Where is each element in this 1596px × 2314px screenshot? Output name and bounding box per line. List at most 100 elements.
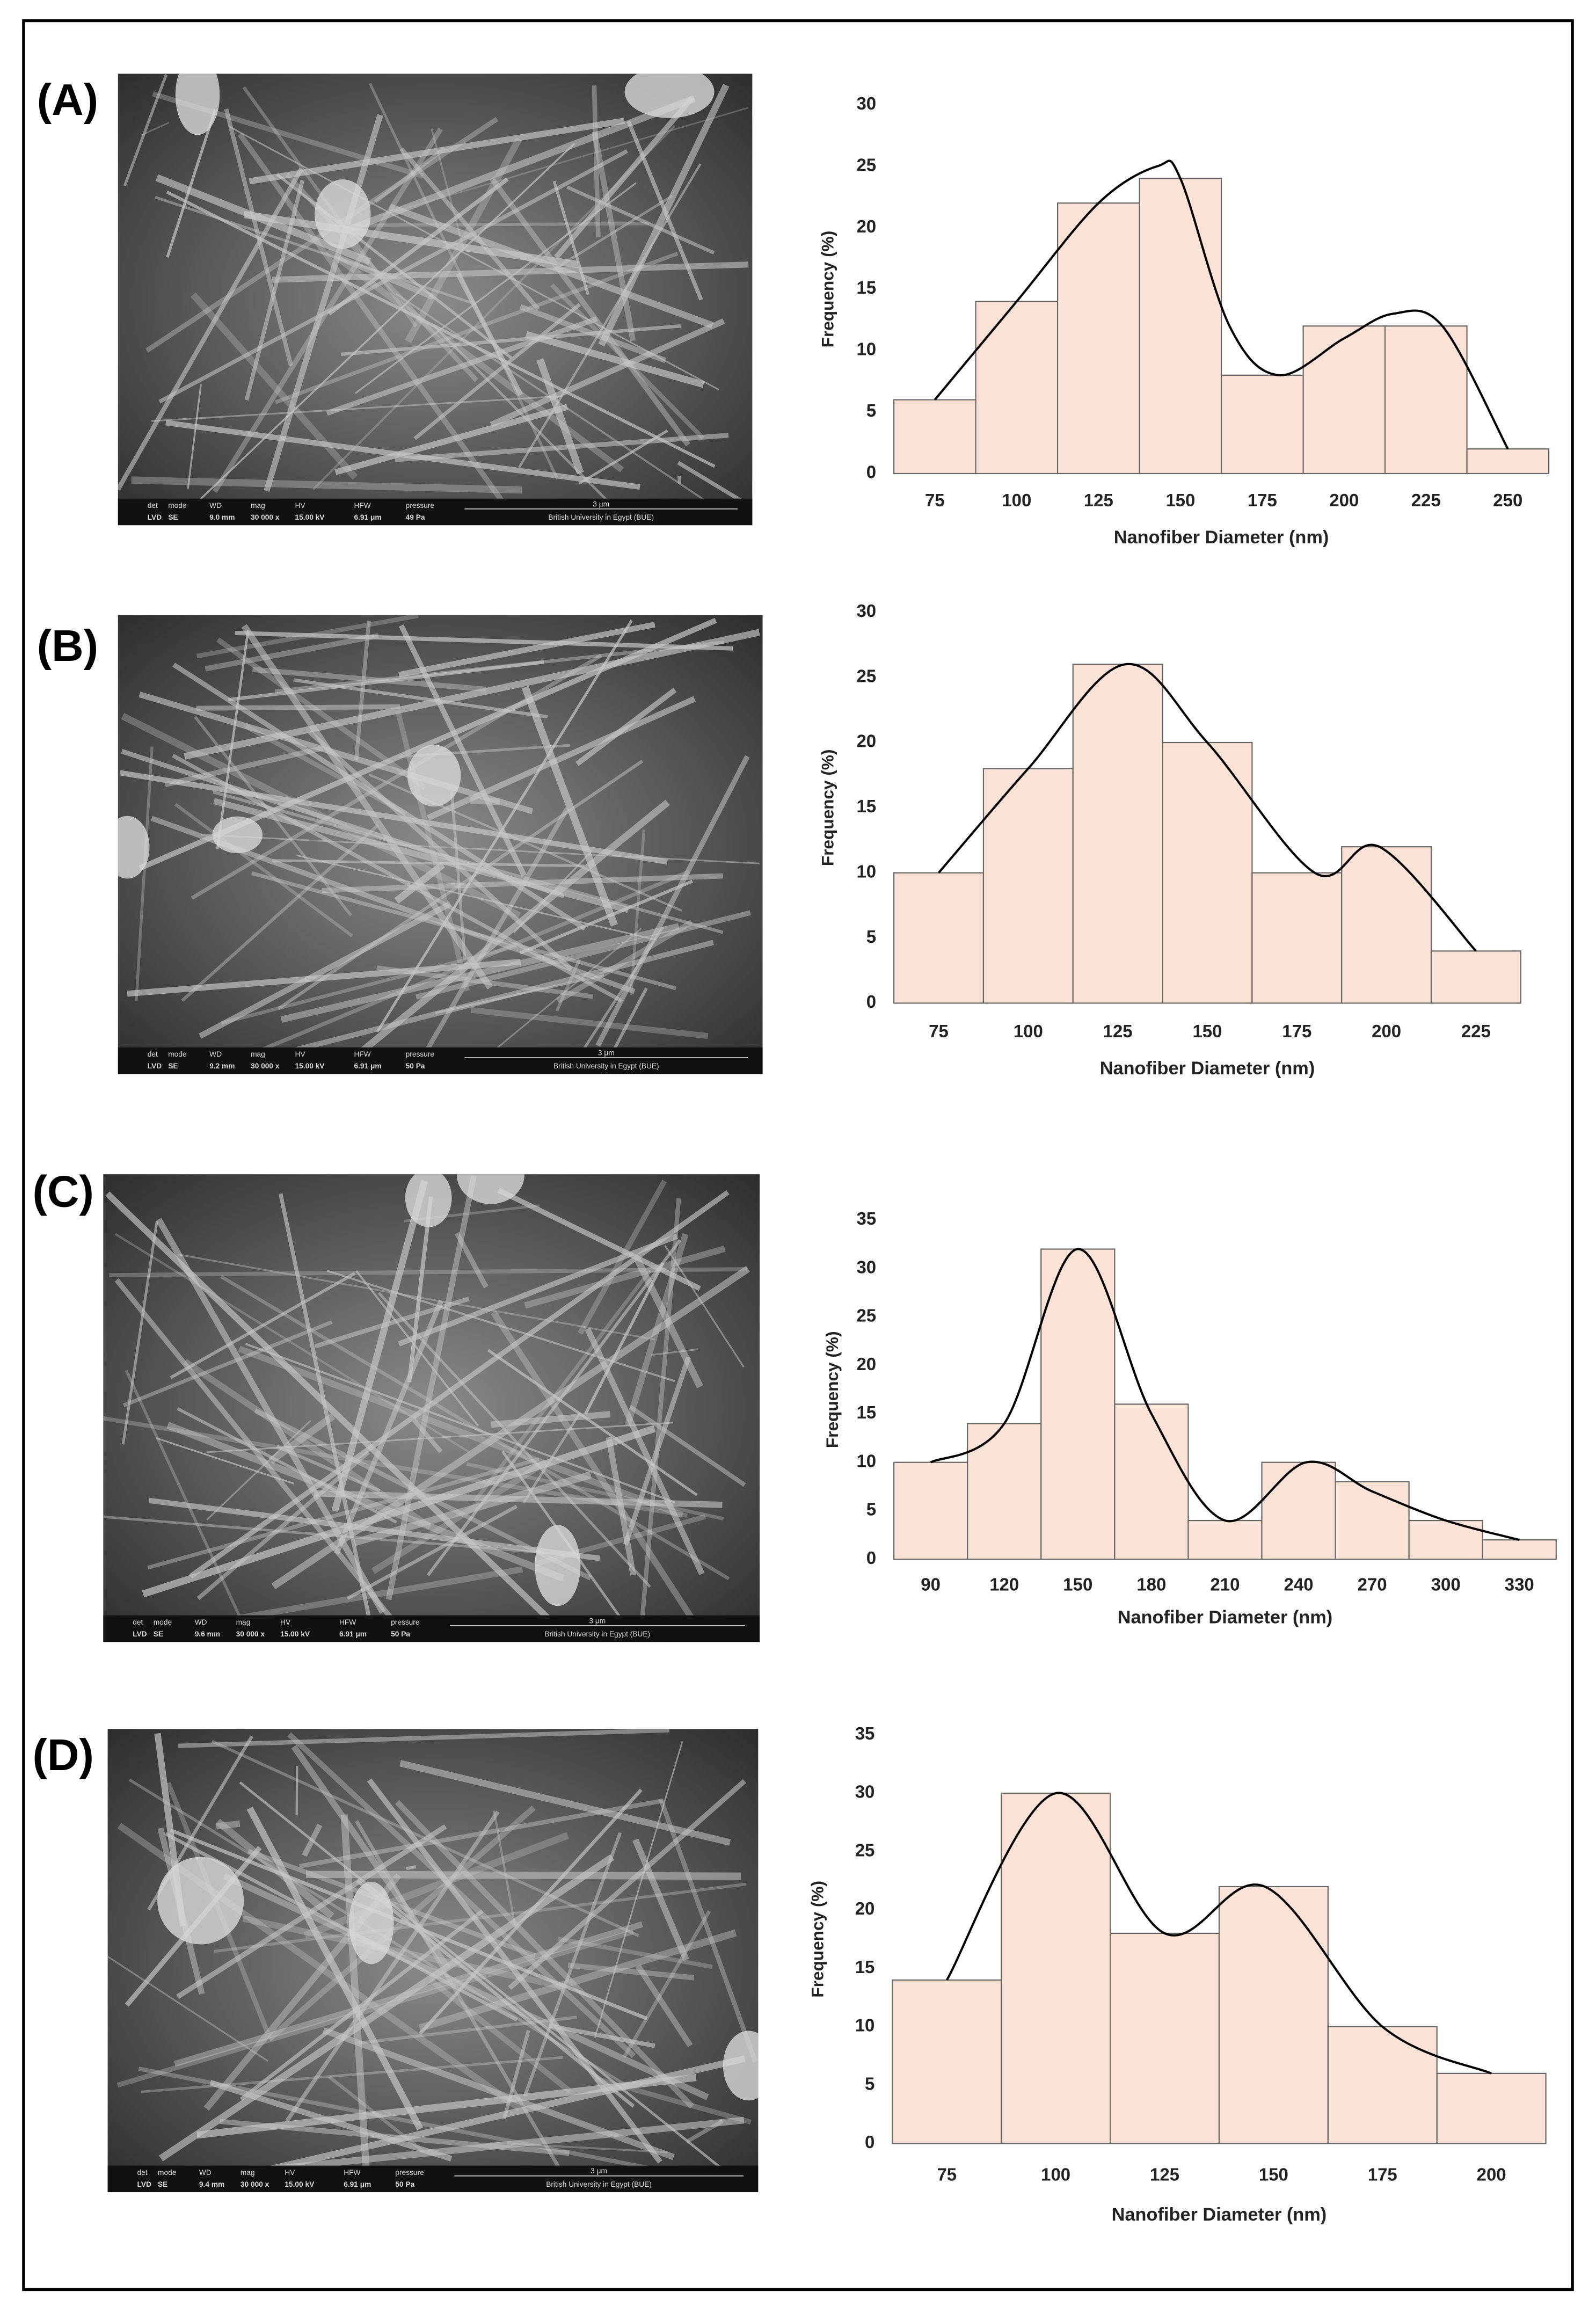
sem-fiber bbox=[181, 824, 380, 1002]
histogram-bar bbox=[1341, 846, 1432, 1004]
x-tick-label: 100 bbox=[1014, 1021, 1043, 1041]
sem-fiber bbox=[216, 1820, 241, 1830]
sem-fiber bbox=[399, 147, 540, 311]
y-tick-label: 20 bbox=[855, 1898, 875, 1918]
sem-fiber bbox=[491, 1310, 694, 1616]
x-tick-label: 175 bbox=[1368, 2165, 1397, 2185]
x-axis-title: Nanofiber Diameter (nm) bbox=[1100, 1058, 1315, 1079]
x-tick-label: 150 bbox=[1259, 2165, 1288, 2185]
sem-fiber bbox=[491, 1411, 611, 1428]
sem-fiber bbox=[141, 2056, 563, 2093]
sem-fiber bbox=[567, 1962, 695, 1981]
sem-fiber bbox=[213, 798, 629, 913]
sem-header: WD bbox=[199, 2169, 212, 2177]
sem-fiber bbox=[178, 1729, 669, 1748]
histogram-bar bbox=[1408, 1519, 1483, 1560]
sem-value: 15.00 kV bbox=[295, 1062, 325, 1070]
sem-fiber bbox=[490, 318, 725, 427]
sem-fiber bbox=[216, 630, 250, 849]
figure-border bbox=[22, 19, 1574, 2291]
y-tick-label: 10 bbox=[856, 1451, 876, 1471]
y-tick-label: 25 bbox=[856, 155, 876, 174]
sem-fiber bbox=[187, 384, 202, 489]
sem-fiber bbox=[380, 107, 749, 217]
sem-fiber bbox=[524, 1245, 726, 1309]
y-tick-label: 0 bbox=[866, 462, 876, 482]
sem-header: det bbox=[133, 1618, 143, 1626]
sem-fiber bbox=[119, 770, 668, 865]
sem-fiber bbox=[107, 1956, 269, 2062]
sem-fiber bbox=[629, 1405, 746, 1487]
sem-header: pressure bbox=[406, 501, 435, 510]
sem-fiber bbox=[158, 149, 628, 404]
histogram-bar bbox=[1335, 1481, 1410, 1560]
sem-fibers bbox=[103, 1174, 750, 1616]
sem-fiber bbox=[376, 620, 633, 1033]
sem-fiber bbox=[525, 331, 705, 388]
x-tick-label: 300 bbox=[1431, 1574, 1461, 1594]
histogram-bar bbox=[893, 872, 985, 1004]
sem-fiber bbox=[487, 1349, 698, 1496]
sem-fibers bbox=[118, 615, 760, 1047]
sem-fiber bbox=[431, 128, 465, 249]
sem-fiber bbox=[622, 1910, 711, 2058]
sem-fiber bbox=[276, 1445, 381, 1493]
sem-fiber bbox=[127, 958, 521, 997]
sem-fiber bbox=[473, 1269, 652, 1503]
sem-fiber bbox=[395, 433, 729, 462]
sem-value: 30 000 x bbox=[251, 513, 280, 521]
sem-institution: British University in Egypt (BUE) bbox=[546, 2180, 652, 2188]
sem-fiber bbox=[395, 293, 704, 499]
y-tick-label: 35 bbox=[856, 1209, 876, 1228]
sem-fiber bbox=[556, 920, 693, 1003]
sem-header: det bbox=[137, 2169, 148, 2177]
sem-value: LVD bbox=[137, 2180, 152, 2188]
x-tick-label: 125 bbox=[1084, 490, 1113, 510]
sem-fiber bbox=[606, 1436, 636, 1576]
sem-header: mag bbox=[236, 1618, 251, 1626]
x-tick-label: 330 bbox=[1505, 1574, 1534, 1594]
sem-fiber bbox=[334, 1299, 443, 1555]
y-tick-label: 5 bbox=[865, 2073, 874, 2093]
sem-fiber bbox=[199, 143, 575, 499]
sem-scale: 3 μm bbox=[598, 1049, 615, 1057]
sem-fiber bbox=[121, 712, 521, 919]
sem-fiber bbox=[278, 1193, 371, 1616]
sem-fiber bbox=[651, 1348, 698, 1356]
sem-fiber bbox=[635, 1964, 693, 2048]
sem-fiber bbox=[174, 803, 353, 937]
sem-fiber bbox=[149, 1497, 600, 1561]
sem-header: det bbox=[148, 501, 158, 510]
sem-fiber bbox=[109, 1267, 747, 1277]
x-tick-label: 125 bbox=[1150, 2165, 1179, 2185]
sem-fiber bbox=[114, 1278, 392, 1616]
sem-fiber bbox=[156, 1437, 295, 1485]
sem-fiber bbox=[354, 222, 649, 227]
x-tick-label: 100 bbox=[1041, 2165, 1070, 2185]
histogram-bar bbox=[1466, 448, 1550, 475]
sem-fiber bbox=[346, 1504, 518, 1600]
sem-fiber bbox=[496, 928, 642, 1047]
sem-fiber bbox=[221, 944, 518, 1025]
sem-fiber bbox=[508, 1779, 747, 1990]
histogram-bar bbox=[1187, 1519, 1263, 1560]
sem-fiber bbox=[206, 1420, 311, 1520]
sem-fiber bbox=[376, 965, 594, 999]
x-tick-label: 200 bbox=[1477, 2165, 1506, 2185]
sem-fiber bbox=[594, 2076, 752, 2125]
x-tick-label: 250 bbox=[1493, 490, 1522, 510]
sem-fiber bbox=[337, 254, 435, 300]
sem-value: 6.91 μm bbox=[354, 1062, 381, 1070]
sem-bead bbox=[405, 1174, 452, 1227]
x-tick-label: 125 bbox=[1103, 1021, 1133, 1041]
sem-fiber bbox=[354, 620, 371, 760]
fit-curve bbox=[937, 663, 1477, 952]
y-tick-label: 15 bbox=[856, 796, 876, 816]
sem-fiber bbox=[296, 854, 657, 941]
histogram-bar bbox=[967, 1423, 1042, 1560]
x-tick-label: 90 bbox=[921, 1574, 941, 1594]
sem-fiber bbox=[212, 790, 724, 934]
histogram-bar bbox=[1384, 325, 1468, 475]
sem-header: pressure bbox=[406, 1050, 435, 1058]
sem-value: 9.4 mm bbox=[199, 2180, 224, 2188]
